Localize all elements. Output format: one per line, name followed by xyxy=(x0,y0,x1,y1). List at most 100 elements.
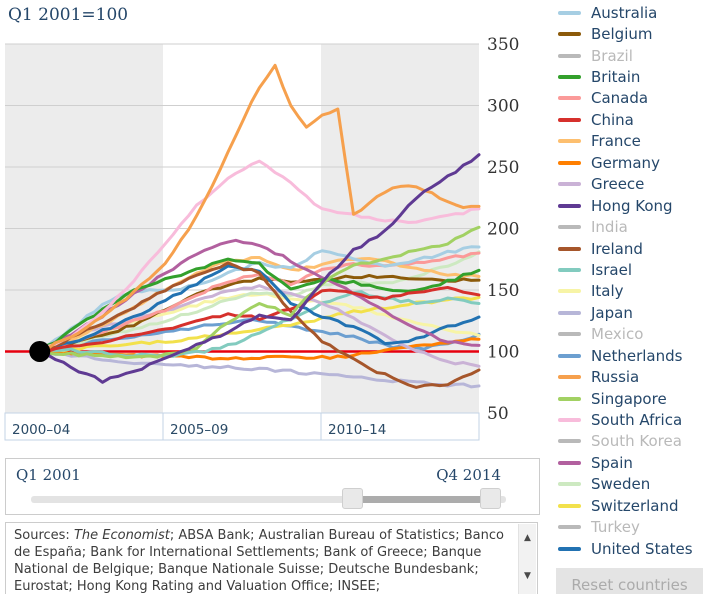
series-line-china[interactable] xyxy=(38,285,481,353)
legend-label: Turkey xyxy=(591,518,640,537)
legend-item-united-states[interactable]: United States xyxy=(558,538,704,559)
legend-swatch xyxy=(558,160,581,165)
legend-item-spain[interactable]: Spain xyxy=(558,452,704,473)
slider-end-label: Q4 2014 xyxy=(436,466,501,484)
sources-box: Sources: The Economist; ABSA Bank; Austr… xyxy=(5,522,538,594)
legend-swatch xyxy=(558,117,581,122)
legend-label: Sweden xyxy=(591,475,651,494)
legend-item-britain[interactable]: Britain xyxy=(558,66,704,87)
legend-swatch xyxy=(558,182,581,187)
y-axis-tick-label: 350 xyxy=(487,35,519,55)
x-axis-label: 2005–09 xyxy=(170,422,228,438)
y-axis-tick-label: 250 xyxy=(487,158,519,178)
series-line-belgium[interactable] xyxy=(38,273,481,353)
legend-label: Switzerland xyxy=(591,496,679,515)
legend-swatch xyxy=(558,246,581,251)
legend-item-germany[interactable]: Germany xyxy=(558,152,704,173)
legend-item-netherlands[interactable]: Netherlands xyxy=(558,345,704,366)
legend-item-greece[interactable]: Greece xyxy=(558,174,704,195)
series-line-russia[interactable] xyxy=(38,63,481,353)
y-axis-tick-label: 300 xyxy=(487,97,519,117)
sources-scrollbar[interactable]: ▲ ▼ xyxy=(518,524,536,594)
legend-item-france[interactable]: France xyxy=(558,131,704,152)
legend-item-south-africa[interactable]: South Africa xyxy=(558,409,704,430)
legend-item-sweden[interactable]: Sweden xyxy=(558,474,704,495)
page-title: Q1 2001=100 xyxy=(8,5,129,25)
legend-item-turkey[interactable]: Turkey xyxy=(558,517,704,538)
x-axis-label: 2000–04 xyxy=(12,422,70,438)
legend-swatch xyxy=(558,32,581,37)
sources-text: Sources: The Economist; ABSA Bank; Austr… xyxy=(14,527,508,594)
reset-countries-button[interactable]: Reset countries xyxy=(556,568,703,594)
slider-selected-range[interactable] xyxy=(363,496,481,503)
y-axis-tick-label: 150 xyxy=(487,281,519,301)
y-axis-tick-label: 200 xyxy=(487,220,519,240)
slider-start-label: Q1 2001 xyxy=(16,466,81,484)
legend-swatch xyxy=(558,267,581,272)
series-line-south-africa[interactable] xyxy=(38,159,481,353)
legend-swatch xyxy=(558,53,581,58)
legend-item-switzerland[interactable]: Switzerland xyxy=(558,495,704,516)
series-line-israel[interactable] xyxy=(38,290,481,358)
legend-item-ireland[interactable]: Ireland xyxy=(558,238,704,259)
sources-rest: ; ABSA Bank; Australian Bureau of Statis… xyxy=(14,528,504,594)
legend-item-south-korea[interactable]: South Korea xyxy=(558,431,704,452)
slider-track[interactable] xyxy=(31,496,506,503)
legend-item-belgium[interactable]: Belgium xyxy=(558,23,704,44)
scroll-down-icon[interactable]: ▼ xyxy=(524,571,531,581)
legend-swatch xyxy=(558,546,581,551)
legend-label: Canada xyxy=(591,89,649,108)
legend-swatch xyxy=(558,525,581,530)
series-line-singapore[interactable] xyxy=(38,225,481,360)
legend-item-italy[interactable]: Italy xyxy=(558,281,704,302)
legend-item-singapore[interactable]: Singapore xyxy=(558,388,704,409)
series-line-hong-kong[interactable] xyxy=(38,153,481,384)
legend-item-russia[interactable]: Russia xyxy=(558,366,704,387)
legend-item-mexico[interactable]: Mexico xyxy=(558,324,704,345)
slider-handle-right[interactable] xyxy=(480,488,501,509)
legend-swatch xyxy=(558,375,581,380)
time-range-slider-panel: Q1 2001 Q4 2014 xyxy=(5,458,540,515)
legend-label: Mexico xyxy=(591,325,644,344)
legend-label: Germany xyxy=(591,153,660,172)
legend-label: Italy xyxy=(591,282,624,301)
sources-economist: The Economist xyxy=(73,528,170,543)
legend-label: Hong Kong xyxy=(591,196,673,215)
series-line-greece[interactable] xyxy=(38,284,481,368)
country-legend: Australia Belgium Brazil Britain Canada China… xyxy=(558,2,704,559)
legend-swatch xyxy=(558,203,581,208)
legend-swatch xyxy=(558,139,581,144)
scroll-up-icon[interactable]: ▲ xyxy=(524,533,531,543)
series-line-united-states[interactable] xyxy=(38,264,481,353)
legend-swatch xyxy=(558,503,581,508)
legend-label: United States xyxy=(591,539,693,558)
start-marker-dot[interactable] xyxy=(29,341,51,362)
legend-item-canada[interactable]: Canada xyxy=(558,88,704,109)
series-line-switzerland[interactable] xyxy=(38,295,481,353)
legend-item-israel[interactable]: Israel xyxy=(558,259,704,280)
legend-item-india[interactable]: India xyxy=(558,216,704,237)
legend-swatch xyxy=(558,418,581,423)
legend-swatch xyxy=(558,96,581,101)
legend-label: Israel xyxy=(591,260,632,279)
legend-item-china[interactable]: China xyxy=(558,109,704,130)
legend-item-japan[interactable]: Japan xyxy=(558,302,704,323)
legend-item-australia[interactable]: Australia xyxy=(558,2,704,23)
sources-prefix: Sources: xyxy=(14,528,74,543)
legend-swatch xyxy=(558,396,581,401)
legend-swatch xyxy=(558,439,581,444)
slider-handle-left[interactable] xyxy=(342,488,363,509)
legend-swatch xyxy=(558,10,581,15)
legend-item-brazil[interactable]: Brazil xyxy=(558,45,704,66)
house-price-chart[interactable]: 2000–04 2005–09 2010–14 50 100 150 200 250 300 35… xyxy=(0,0,545,445)
legend-label: Spain xyxy=(591,453,633,472)
x-axis-label: 2010–14 xyxy=(328,422,386,438)
series-line-ireland[interactable] xyxy=(38,261,481,389)
legend-label: Britain xyxy=(591,68,641,87)
legend-swatch xyxy=(558,353,581,358)
legend-item-hong-kong[interactable]: Hong Kong xyxy=(558,195,704,216)
legend-label: Netherlands xyxy=(591,346,683,365)
legend-label: South Korea xyxy=(591,432,682,451)
series-line-japan[interactable] xyxy=(38,349,481,389)
